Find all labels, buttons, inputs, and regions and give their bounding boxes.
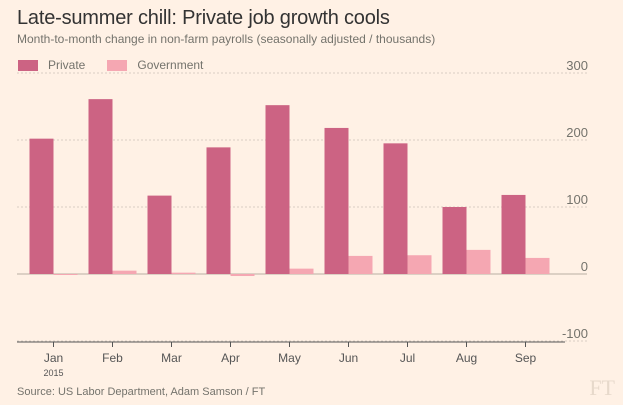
- bar-government-mar: [171, 272, 196, 274]
- y-tick-label: 200: [566, 125, 588, 140]
- x-tick-label: Feb: [102, 351, 123, 365]
- y-tick-label: 0: [581, 259, 588, 274]
- bar-private-jan: [29, 138, 54, 274]
- legend-item-government: Government: [107, 58, 203, 72]
- legend-swatch-government: [107, 59, 128, 71]
- source-note: Source: US Labor Department, Adam Samson…: [17, 386, 266, 398]
- chart-subtitle: Month-to-month change in non-farm payrol…: [17, 32, 436, 46]
- bar-private-mar: [147, 195, 172, 274]
- bar-private-sep: [501, 194, 526, 274]
- x-tick-label: Mar: [161, 351, 182, 365]
- y-tick-label: 300: [566, 58, 588, 73]
- x-tick-label: Apr: [221, 351, 240, 365]
- bar-private-jun: [324, 127, 349, 274]
- x-tick-label: Aug: [456, 351, 477, 365]
- bar-government-feb: [112, 270, 137, 274]
- bar-private-aug: [442, 207, 467, 274]
- x-tick-label: Sep: [515, 351, 537, 365]
- chart-title: Late-summer chill: Private job growth co…: [17, 7, 390, 29]
- bar-government-sep: [525, 257, 550, 274]
- ft-logo: FT: [589, 375, 615, 400]
- x-year-label: 2015: [43, 368, 63, 378]
- legend-swatch-private: [18, 59, 38, 71]
- bar-government-may: [289, 268, 314, 274]
- legend-item-private: Private: [18, 58, 85, 72]
- bar-government-aug: [466, 249, 491, 274]
- bar-government-jul: [407, 255, 432, 274]
- bar-private-feb: [88, 99, 113, 274]
- y-tick-label: -100: [562, 326, 588, 341]
- legend-label-government: Government: [137, 58, 204, 72]
- bar-government-jun: [348, 255, 373, 274]
- bar-government-apr: [230, 274, 255, 277]
- x-tick-label: Jun: [339, 351, 358, 365]
- bar-private-may: [265, 105, 290, 274]
- y-tick-label: 100: [566, 192, 588, 207]
- x-tick-label: Jul: [400, 351, 415, 365]
- bar-private-jul: [383, 143, 408, 274]
- x-tick-label: Jan: [44, 351, 63, 365]
- legend: Private Government: [18, 58, 225, 72]
- axis-layer: -100 0 100 200 300 Jan Feb Mar Apr May Jun Jul Aug Se…: [17, 58, 588, 378]
- bar-layer: [29, 99, 550, 277]
- x-tick-label: May: [278, 351, 301, 365]
- bar-private-apr: [206, 147, 231, 274]
- bar-government-jan: [53, 274, 78, 275]
- legend-label-private: Private: [48, 58, 86, 72]
